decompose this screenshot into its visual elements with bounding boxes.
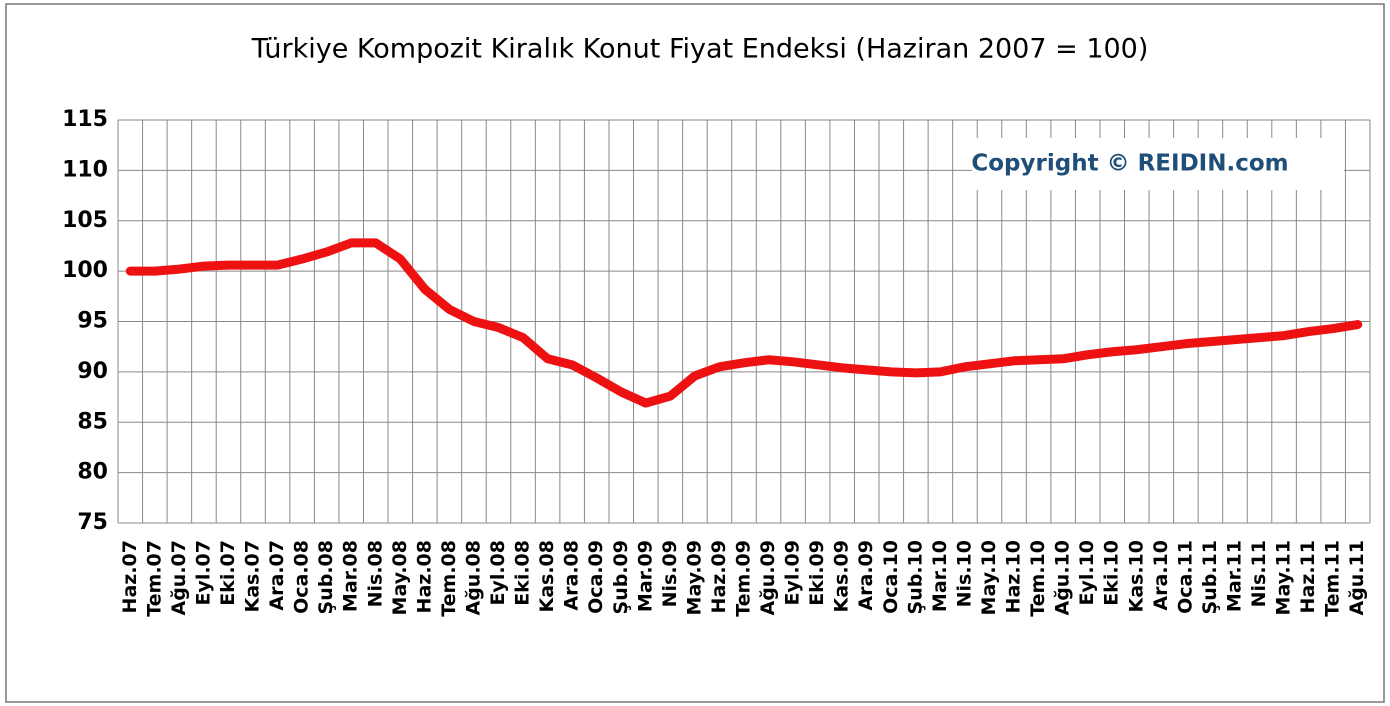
- x-tick-label: Eyl.10: [1076, 540, 1098, 606]
- x-tick-label: May.10: [978, 540, 1000, 615]
- x-tick-label: Tem.10: [1027, 540, 1049, 617]
- x-tick-label: Tem.09: [733, 540, 755, 617]
- x-tick-label: Ağu.08: [462, 540, 484, 616]
- x-tick-label: Haz.09: [708, 540, 730, 613]
- x-tick-label: May.09: [683, 540, 705, 615]
- x-tick-label: Oca.09: [585, 540, 607, 614]
- x-tick-label: Eki.07: [217, 540, 239, 606]
- x-tick-label: May.11: [1273, 540, 1295, 615]
- x-tick-label: Ağu.11: [1346, 540, 1368, 616]
- x-tick-label: Ağu.09: [757, 540, 779, 616]
- y-tick-label: 115: [62, 107, 108, 132]
- x-tick-label: Eyl.08: [487, 540, 509, 606]
- y-tick-label: 75: [77, 510, 108, 535]
- x-tick-label: Nis.09: [659, 540, 681, 607]
- x-tick-label: Mar.09: [634, 540, 656, 612]
- x-tick-label: Kas.10: [1125, 540, 1147, 613]
- x-tick-label: Kas.09: [831, 540, 853, 613]
- x-tick-label: Oca.10: [880, 540, 902, 614]
- x-tick-label: Ağu.10: [1052, 540, 1074, 616]
- x-tick-label: Mar.11: [1223, 540, 1245, 612]
- x-tick-label: Şub.09: [610, 540, 632, 614]
- x-tick-label: Eki.10: [1101, 540, 1123, 606]
- x-tick-label: Eyl.09: [782, 540, 804, 606]
- x-tick-label: Tem.07: [143, 540, 165, 617]
- x-tick-label: Tem.08: [438, 540, 460, 617]
- x-tick-label: Eyl.07: [192, 540, 214, 606]
- x-tick-label: Haz.11: [1297, 540, 1319, 613]
- x-tick-label: May.08: [389, 540, 411, 615]
- x-tick-label: Oca.11: [1174, 540, 1196, 614]
- x-tick-label: Nis.10: [953, 540, 975, 607]
- x-tick-label: Kas.08: [536, 540, 558, 613]
- x-tick-label: Şub.08: [315, 540, 337, 614]
- x-tick-label: Eki.08: [512, 540, 534, 606]
- line: [125, 238, 1363, 408]
- x-tick-label: Haz.08: [413, 540, 435, 613]
- y-tick-label: 110: [62, 157, 108, 182]
- y-tick-label: 80: [77, 460, 108, 485]
- x-tick-label: Ağu.07: [168, 540, 190, 616]
- x-tick-label: Haz.10: [1003, 540, 1025, 613]
- x-tick-label: Ara.08: [561, 540, 583, 611]
- x-tick-label: Şub.11: [1199, 540, 1221, 614]
- x-tick-label: Mar.08: [340, 540, 362, 612]
- annotation-box: [972, 138, 1344, 190]
- x-tick-label: Ara.09: [855, 540, 877, 611]
- y-tick-label: 105: [62, 208, 108, 233]
- x-tick-label: Eki.09: [806, 540, 828, 606]
- x-tick-label: Mar.10: [929, 540, 951, 612]
- y-tick-label: 95: [77, 309, 108, 334]
- x-tick-label: Kas.07: [242, 540, 264, 613]
- y-tick-label: 100: [62, 258, 108, 283]
- chart-title: Türkiye Kompozit Kiralık Konut Fiyat End…: [251, 34, 1149, 65]
- x-tick-label: Ara.10: [1150, 540, 1172, 611]
- y-tick-label: 90: [77, 359, 108, 384]
- x-tick-label: Haz.07: [119, 540, 141, 613]
- annotation: Copyright © REIDIN.com: [971, 151, 1288, 177]
- x-tick-label: Oca.08: [291, 540, 313, 614]
- x-tick-label: Tem.11: [1322, 540, 1344, 617]
- x-tick-label: Ara.07: [266, 540, 288, 611]
- x-tick-label: Nis.11: [1248, 540, 1270, 607]
- x-tick-label: Şub.10: [904, 540, 926, 614]
- x-tick-label: Nis.08: [364, 540, 386, 607]
- y-tick-label: 85: [77, 409, 108, 434]
